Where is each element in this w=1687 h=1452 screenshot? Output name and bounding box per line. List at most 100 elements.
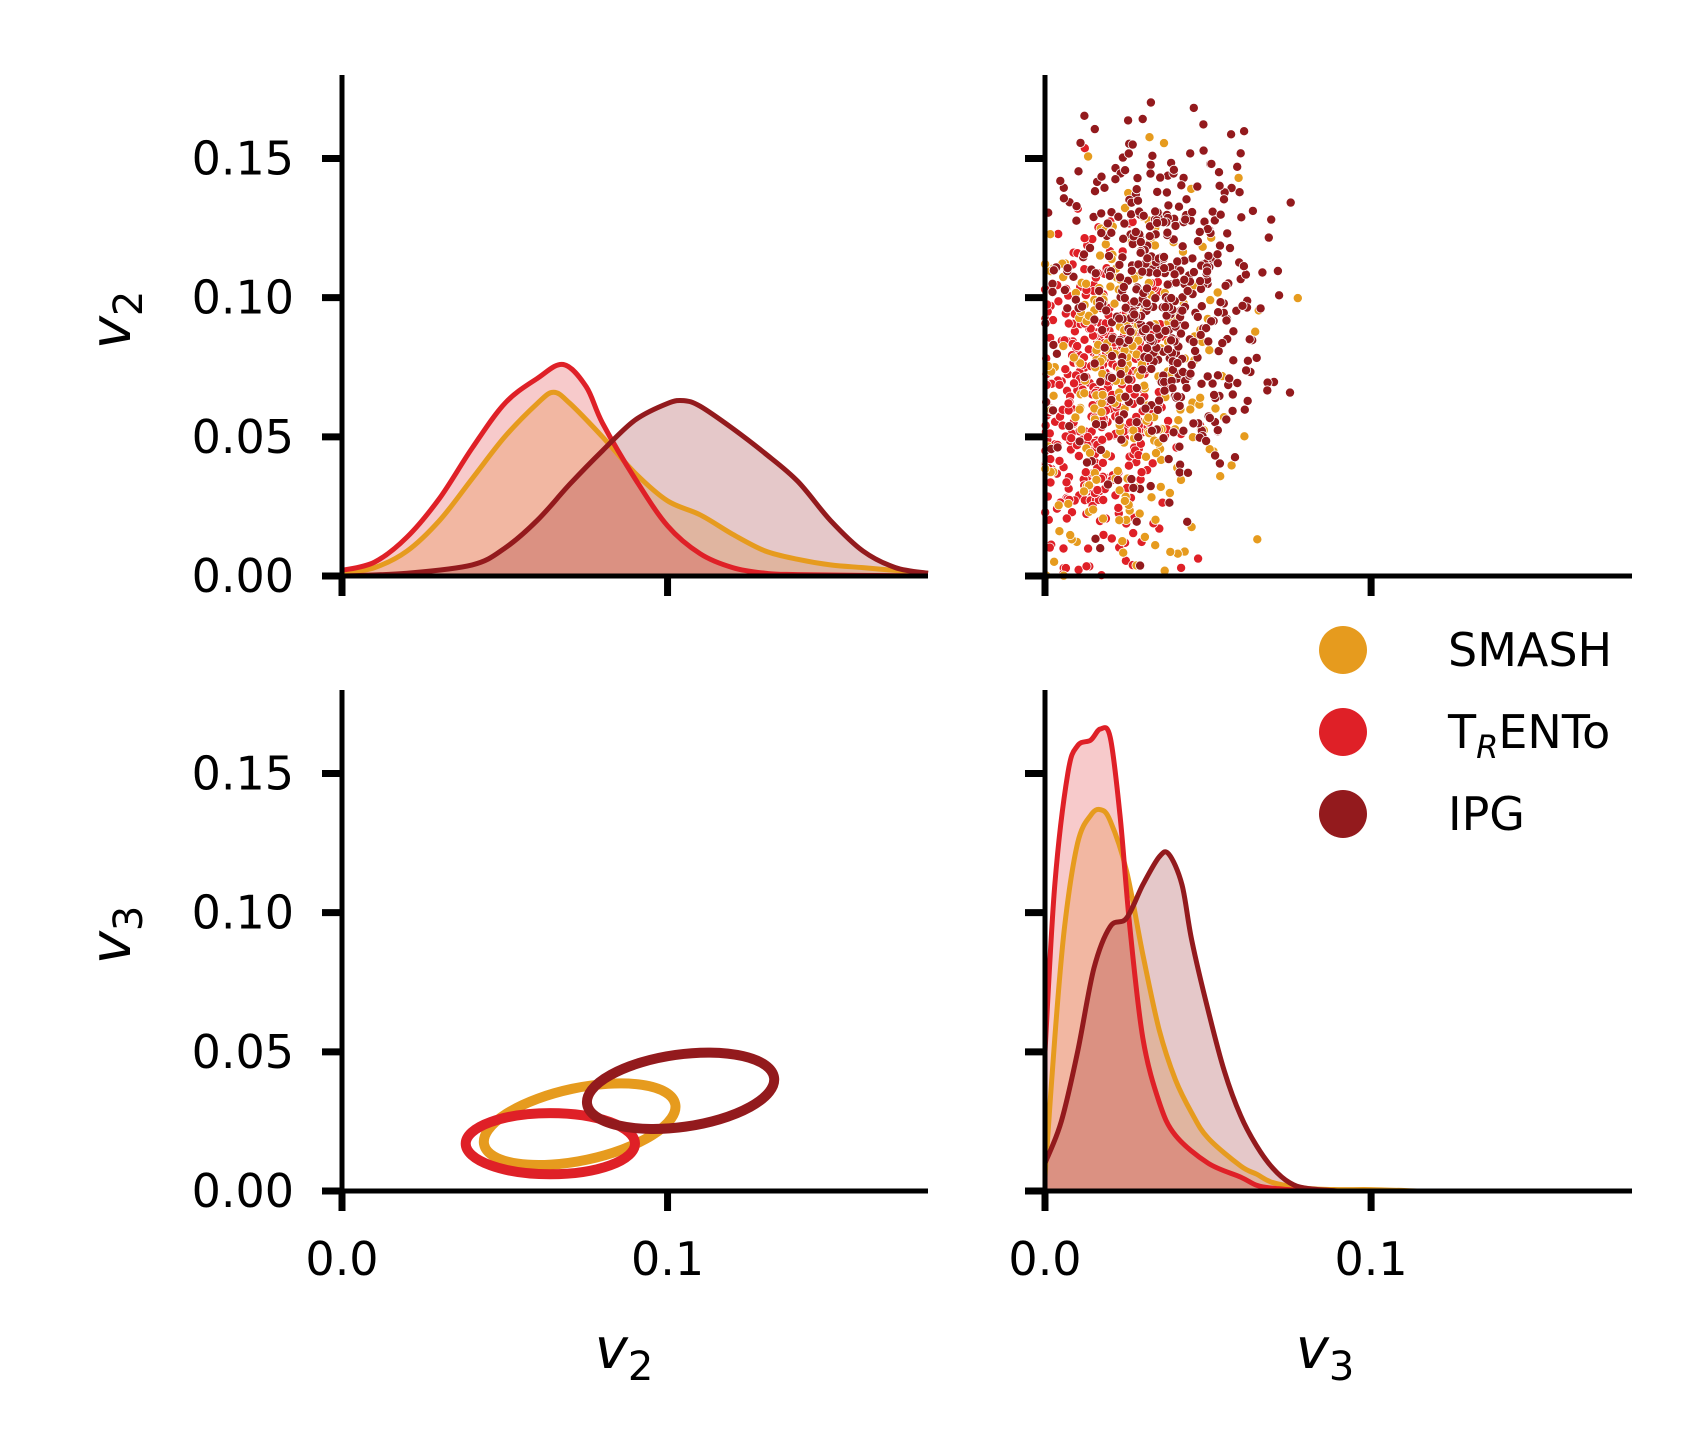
scatter-point-trento <box>1061 513 1072 524</box>
scatter-point-trento <box>1080 467 1091 478</box>
scatter-point-ipg <box>1177 305 1188 316</box>
scatter-point-ipg <box>1209 389 1220 400</box>
scatter-point-smash <box>1164 487 1175 498</box>
scatter-point-ipg <box>1116 434 1127 445</box>
scatter-point-ipg <box>1212 258 1223 269</box>
scatter-point-smash <box>1109 298 1120 309</box>
scatter-point-ipg <box>1089 358 1100 369</box>
scatter-point-ipg <box>1113 211 1124 222</box>
scatter-point-smash <box>1053 500 1064 511</box>
scatter-point-ipg <box>1242 355 1253 366</box>
scatter-point-ipg <box>1225 243 1236 254</box>
scatter-point-trento <box>1092 485 1103 496</box>
scatter-point-ipg <box>1135 247 1146 258</box>
scatter-point-trento <box>1061 477 1072 488</box>
scatter-point-ipg <box>1215 209 1226 220</box>
scatter-point-smash <box>1085 447 1096 458</box>
scatter-point-ipg <box>1162 227 1173 238</box>
scatter-point-ipg <box>1119 293 1130 304</box>
scatter-point-ipg <box>1161 187 1172 198</box>
scatter-point-ipg <box>1221 414 1232 425</box>
x-tick-label: 0.1 <box>631 1232 704 1286</box>
scatter-point-trento <box>1054 455 1065 466</box>
scatter-point-ipg <box>1104 270 1115 281</box>
scatter-point-ipg <box>1238 261 1249 272</box>
scatter-point-smash <box>1091 474 1102 485</box>
scatter-point-ipg <box>1204 412 1215 423</box>
scatter-point-ipg <box>1257 267 1268 278</box>
scatter-point-ipg <box>1096 171 1107 182</box>
scatter-point-smash <box>1150 514 1161 525</box>
scatter-point-ipg <box>1176 328 1187 339</box>
scatter-point-ipg <box>1090 268 1101 279</box>
scatter-point-ipg <box>1285 387 1296 398</box>
scatter-point-smash <box>1117 536 1128 547</box>
scatter-point-ipg <box>1228 326 1239 337</box>
scatter-point-ipg <box>1051 348 1062 359</box>
scatter-point-ipg <box>1174 201 1185 212</box>
scatter-point-ipg <box>1174 400 1185 411</box>
scatter-point-ipg <box>1163 200 1174 211</box>
scatter-point-ipg <box>1194 226 1205 237</box>
scatter-point-ipg <box>1047 286 1058 297</box>
scatter-point-ipg <box>1079 249 1090 260</box>
panel-v2-v2-kde: 0.00 0.05 0.10 0.15 <box>192 75 929 603</box>
scatter-point-ipg <box>1274 290 1285 301</box>
scatter-point-ipg <box>1048 265 1059 276</box>
scatter-point-ipg <box>1114 313 1125 324</box>
scatter-point-ipg <box>1145 332 1156 343</box>
scatter-point-ipg <box>1192 311 1203 322</box>
scatter-point-ipg <box>1150 206 1161 217</box>
scatter-point-ipg <box>1058 193 1069 204</box>
scatter-point-ipg <box>1213 307 1224 318</box>
scatter-point-ipg <box>1116 358 1127 369</box>
scatter-point-ipg <box>1234 187 1245 198</box>
scatter-point-smash <box>1252 534 1263 545</box>
scatter-point-smash <box>1049 556 1060 567</box>
scatter-point-ipg <box>1164 497 1175 508</box>
scatter-point-ipg <box>1188 336 1199 347</box>
panel-v3-v3-kde: 0.0 0.1 <box>1008 690 1632 1286</box>
scatter-point-ipg <box>1221 315 1232 326</box>
scatter-point-ipg <box>1074 436 1085 447</box>
scatter-point-ipg <box>1214 180 1225 191</box>
scatter-point-ipg <box>1096 208 1107 219</box>
scatter-point-trento <box>1106 533 1117 544</box>
scatter-point-ipg <box>1152 217 1163 228</box>
scatter-point-smash <box>1096 407 1107 418</box>
scatter-point-ipg <box>1160 302 1171 313</box>
scatter-point-ipg <box>1166 335 1177 346</box>
scatter-point-trento <box>1147 458 1158 469</box>
scatter-point-ipg <box>1181 194 1192 205</box>
scatter-point-ipg <box>1126 265 1137 276</box>
scatter-point-ipg <box>1115 369 1126 380</box>
legend: SMASH TRENTo IPG <box>1319 623 1612 841</box>
scatter-point-ipg <box>1159 251 1170 262</box>
scatter-point-ipg <box>1096 227 1107 238</box>
kde-line-trento <box>1042 725 1307 1194</box>
scatter-point-ipg <box>1239 404 1250 415</box>
scatter-point-smash <box>1173 415 1184 426</box>
scatter-point-ipg <box>1103 479 1114 490</box>
scatter-point-smash <box>1205 295 1216 306</box>
scatter-point-ipg <box>1133 432 1144 443</box>
scatter-point-ipg <box>1132 173 1143 184</box>
scatter-point-ipg <box>1146 425 1157 436</box>
scatter-point-ipg <box>1158 433 1169 444</box>
scatter-point-ipg <box>1202 371 1213 382</box>
scatter-point-ipg <box>1147 150 1158 161</box>
scatter-point-ipg <box>1160 325 1171 336</box>
scatter-point-ipg <box>1201 435 1212 446</box>
scatter-point-ipg <box>1237 300 1248 311</box>
scatter-point-smash <box>1146 492 1157 503</box>
scatter-point-ipg <box>1146 363 1157 374</box>
scatter-point-ipg <box>1266 214 1277 225</box>
scatter-point-smash <box>1141 451 1152 462</box>
scatter-point-ipg <box>1251 352 1262 363</box>
scatter-point-ipg <box>1095 543 1106 554</box>
scatter-point-smash <box>1120 202 1131 213</box>
scatter-point-ipg <box>1131 383 1142 394</box>
scatter-point-ipg <box>1155 172 1166 183</box>
scatter-point-trento <box>1082 432 1093 443</box>
scatter-point-ipg <box>1159 263 1170 274</box>
